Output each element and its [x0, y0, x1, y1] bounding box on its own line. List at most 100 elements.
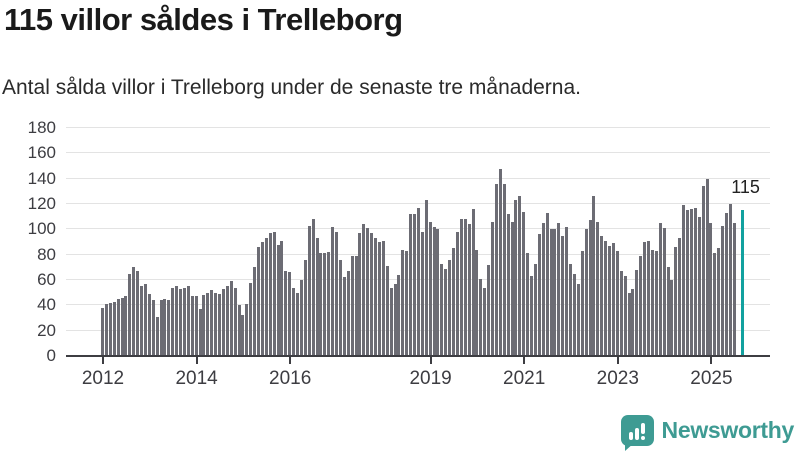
- bar: [592, 196, 596, 356]
- bar: [327, 252, 331, 356]
- bar: [221, 288, 225, 356]
- bar: [549, 229, 553, 356]
- bar: [374, 238, 377, 356]
- bar: [163, 299, 167, 356]
- x-tick: [710, 357, 713, 364]
- y-tick-label: 120: [27, 194, 56, 213]
- x-tick-label: 2021: [503, 368, 546, 389]
- bar: [354, 255, 358, 356]
- bar: [264, 238, 268, 356]
- bar: [717, 248, 721, 356]
- bar: [370, 233, 374, 356]
- bar: [151, 300, 155, 356]
- bar: [296, 292, 299, 356]
- bar: [631, 288, 635, 356]
- bar: [436, 229, 440, 356]
- bar: [732, 223, 736, 356]
- x-tick: [523, 357, 526, 364]
- bar: [615, 250, 619, 356]
- bar: [588, 220, 592, 356]
- bar: [120, 297, 124, 356]
- bar: [537, 234, 541, 356]
- highlight-value-label: 115: [731, 177, 760, 198]
- bar: [498, 168, 502, 356]
- bar: [697, 216, 701, 356]
- bar: [557, 223, 561, 356]
- bar: [608, 245, 611, 356]
- bar: [455, 231, 459, 356]
- bar: [381, 240, 385, 356]
- bar: [502, 183, 506, 356]
- y-tick-label: 40: [37, 295, 56, 315]
- bar: [323, 253, 327, 356]
- bar: [136, 271, 140, 356]
- bar: [292, 287, 296, 356]
- bar: [662, 228, 666, 356]
- newsworthy-logo-icon: [620, 415, 654, 451]
- bar: [198, 309, 202, 356]
- gridline: [66, 152, 770, 154]
- bar: [545, 212, 549, 356]
- x-tick: [195, 357, 198, 364]
- page-title: 115 villor såldes i Trelleborg: [4, 2, 403, 37]
- bar: [705, 178, 709, 356]
- bar: [580, 250, 584, 356]
- y-tick-label: 20: [37, 320, 56, 340]
- bar: [116, 299, 120, 356]
- bar: [658, 223, 662, 356]
- bar: [483, 287, 487, 356]
- y-tick-label: 140: [27, 168, 56, 188]
- x-tick: [429, 357, 432, 364]
- bar: [338, 259, 342, 356]
- bar: [693, 207, 697, 356]
- bar: [206, 292, 210, 356]
- bar: [214, 292, 218, 356]
- bar: [245, 304, 249, 356]
- bar: [350, 255, 354, 356]
- bar: [393, 283, 397, 356]
- bar: [494, 183, 498, 356]
- bar: [647, 240, 650, 356]
- bar: [241, 315, 245, 356]
- x-tick: [102, 357, 104, 364]
- logo-bar-medium: [635, 428, 640, 440]
- bar: [541, 223, 545, 356]
- bar: [604, 240, 608, 356]
- bar: [416, 207, 420, 356]
- bar: [682, 205, 686, 356]
- x-tick: [616, 357, 619, 364]
- x-tick-label: 2016: [269, 368, 312, 389]
- brand-name: Newsworthy: [661, 417, 795, 443]
- bar: [491, 221, 494, 356]
- bar: [280, 240, 284, 356]
- bar: [257, 247, 260, 356]
- brand-footer: Newsworthy: [620, 415, 795, 451]
- bar: [479, 278, 483, 356]
- bar: [112, 301, 116, 356]
- logo-exclamation: [641, 423, 646, 440]
- bar: [140, 286, 143, 356]
- bar: [611, 243, 615, 356]
- bar: [366, 228, 370, 356]
- bar: [572, 273, 576, 356]
- bar: [432, 226, 436, 356]
- bar: [253, 267, 257, 356]
- bar: [225, 286, 229, 356]
- bar: [229, 281, 233, 356]
- bar: [288, 272, 292, 356]
- bar: [713, 253, 717, 356]
- bar: [409, 214, 413, 356]
- bar: [487, 264, 491, 356]
- bar: [171, 287, 175, 356]
- bar: [237, 305, 241, 356]
- x-axis-line: [66, 355, 770, 357]
- x-tick-label: 2025: [690, 368, 733, 389]
- bar: [452, 248, 455, 356]
- bar: [471, 209, 475, 356]
- bar: [420, 231, 424, 356]
- x-tick-label: 2023: [596, 368, 639, 389]
- bar: [167, 300, 171, 356]
- bar: [510, 221, 514, 356]
- x-tick-label: 2012: [81, 368, 125, 389]
- bar: [108, 302, 112, 356]
